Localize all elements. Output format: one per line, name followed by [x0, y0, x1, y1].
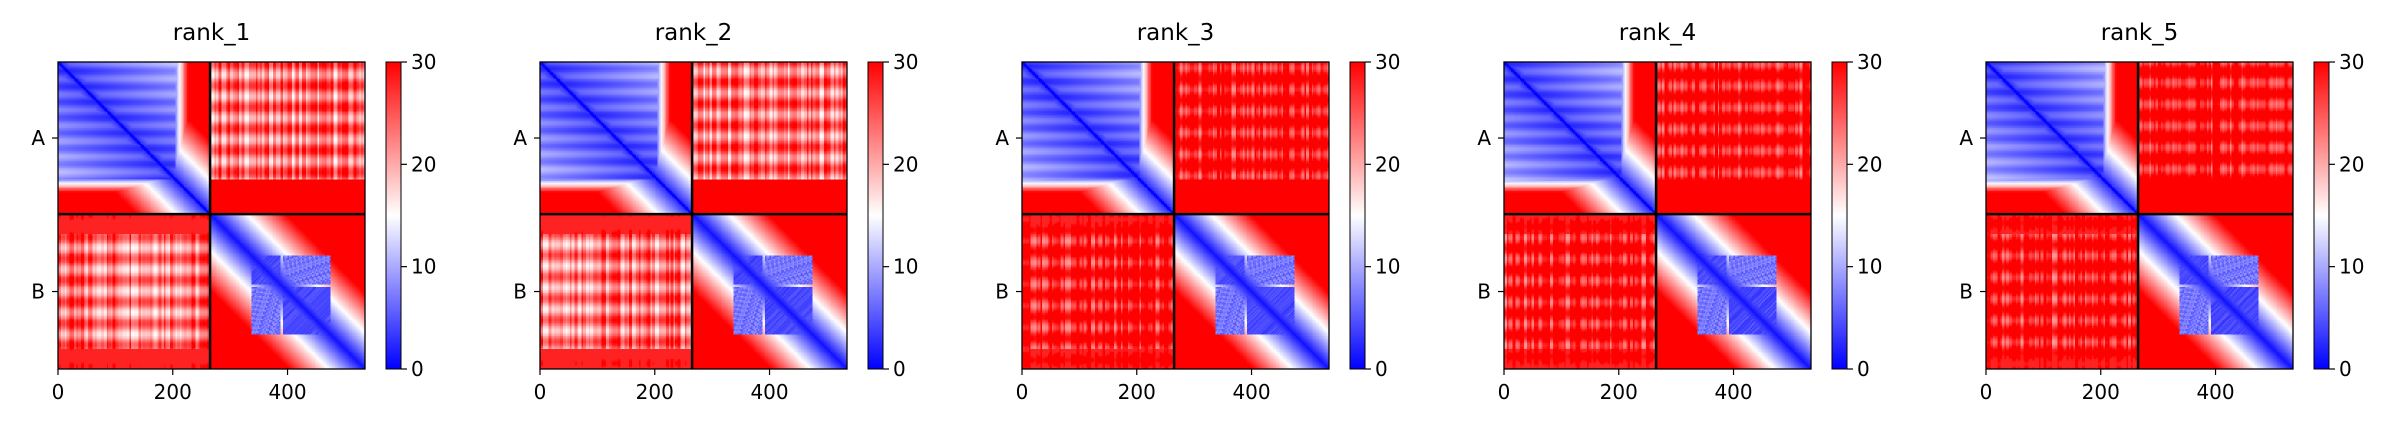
x-tick-label: 0: [52, 380, 65, 404]
panel-title: rank_1: [173, 20, 251, 46]
x-tick-label: 200: [636, 380, 674, 404]
colorbar-tick-label: 0: [1857, 357, 1870, 381]
colorbar-tick-label: 0: [411, 357, 424, 381]
x-tick-label: 400: [2196, 380, 2234, 404]
colorbar: [2313, 61, 2330, 370]
colorbar-tick-label: 10: [1375, 255, 1400, 279]
chain-label-B: B: [31, 280, 45, 304]
colorbar-tick-label: 10: [1857, 255, 1882, 279]
colorbar-tick-label: 30: [893, 50, 918, 74]
panel-title: rank_5: [2101, 20, 2179, 46]
colorbar-tick-label: 30: [1857, 50, 1882, 74]
colorbar-tick-label: 30: [1375, 50, 1400, 74]
plot-frame: [539, 61, 848, 370]
x-tick-label: 0: [534, 380, 547, 404]
x-tick-label: 200: [1118, 380, 1156, 404]
chain-label-A: A: [1959, 126, 1973, 150]
chain-label-A: A: [1477, 126, 1491, 150]
colorbar-tick-label: 20: [1857, 152, 1882, 176]
panel-title: rank_3: [1137, 20, 1215, 46]
chain-label-A: A: [995, 126, 1009, 150]
colorbar: [867, 61, 884, 370]
pae-heatmap: [58, 62, 365, 369]
chain-label-B: B: [1477, 280, 1491, 304]
chain-label-A: A: [513, 126, 527, 150]
pae-heatmap: [1504, 62, 1811, 369]
panel-title: rank_4: [1619, 20, 1697, 46]
pae-heatmap: [1986, 62, 2293, 369]
panel-title: rank_2: [655, 20, 733, 46]
plot-frame: [1021, 61, 1330, 370]
x-tick-label: 0: [1498, 380, 1511, 404]
colorbar: [1349, 61, 1366, 370]
colorbar-tick-label: 10: [2339, 255, 2364, 279]
colorbar-tick-label: 0: [893, 357, 906, 381]
x-tick-label: 400: [750, 380, 788, 404]
colorbar-tick-label: 20: [1375, 152, 1400, 176]
colorbar: [385, 61, 402, 370]
chain-label-B: B: [1959, 280, 1973, 304]
panel-rank_1: rank_1 0 200 400 A B 0 10 20 30: [31, 20, 436, 404]
panel-rank_5: rank_5 0 200 400 A B 0 10 20 30: [1959, 20, 2364, 404]
pae-heatmap: [1022, 62, 1329, 369]
colorbar: [1831, 61, 1848, 370]
x-tick-label: 400: [1714, 380, 1752, 404]
panel-rank_3: rank_3 0 200 400 A B 0 10 20 30: [995, 20, 1400, 404]
chain-label-B: B: [995, 280, 1009, 304]
x-tick-label: 400: [268, 380, 306, 404]
x-tick-label: 200: [2082, 380, 2120, 404]
x-tick-label: 200: [154, 380, 192, 404]
plot-frame: [1503, 61, 1812, 370]
colorbar-tick-label: 20: [893, 152, 918, 176]
colorbar-tick-label: 30: [411, 50, 436, 74]
plot-frame: [57, 61, 366, 370]
colorbar-tick-label: 10: [893, 255, 918, 279]
chain-label-B: B: [513, 280, 527, 304]
chain-label-A: A: [31, 126, 45, 150]
colorbar-tick-label: 20: [2339, 152, 2364, 176]
colorbar-tick-label: 10: [411, 255, 436, 279]
panel-rank_4: rank_4 0 200 400 A B 0 10 20 30: [1477, 20, 1882, 404]
colorbar-tick-label: 30: [2339, 50, 2364, 74]
panel-rank_2: rank_2 0 200 400 A B 0 10 20 30: [513, 20, 918, 404]
x-tick-label: 200: [1600, 380, 1638, 404]
plot-frame: [1985, 61, 2294, 370]
x-tick-label: 0: [1980, 380, 1993, 404]
colorbar-tick-label: 20: [411, 152, 436, 176]
pae-heatmap: [540, 62, 847, 369]
x-tick-label: 400: [1232, 380, 1270, 404]
colorbar-tick-label: 0: [2339, 357, 2352, 381]
colorbar-tick-label: 0: [1375, 357, 1388, 381]
x-tick-label: 0: [1016, 380, 1029, 404]
